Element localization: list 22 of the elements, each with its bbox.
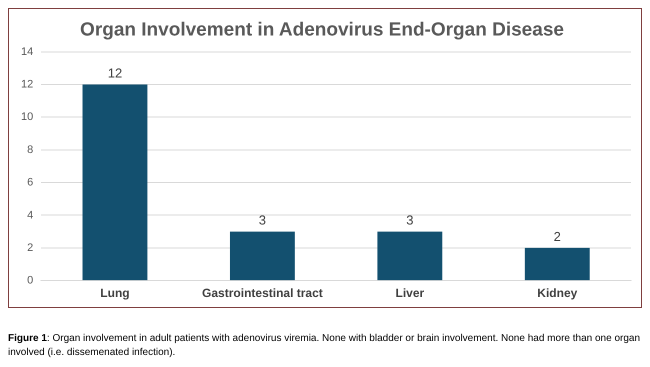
x-tick-label: Kidney xyxy=(537,286,578,300)
data-label: 3 xyxy=(258,212,266,228)
y-tick-label: 2 xyxy=(27,242,34,254)
data-label: 3 xyxy=(406,212,414,228)
data-label: 12 xyxy=(108,66,122,81)
x-tick-label: Lung xyxy=(100,286,130,300)
y-tick-label: 4 xyxy=(27,209,34,222)
x-tick-label: Liver xyxy=(395,286,425,300)
data-label: 2 xyxy=(554,228,561,244)
y-tick-label: 12 xyxy=(20,78,34,91)
y-tick-label: 8 xyxy=(27,144,34,156)
bar xyxy=(524,248,590,280)
bar xyxy=(377,232,442,280)
y-tick-label: 6 xyxy=(27,176,34,189)
y-tick-label: 10 xyxy=(20,111,34,124)
chart-title: Organ Involvement in Adenovirus End-Organ Disease xyxy=(80,20,564,41)
caption: Figure 1: Organ involvement in adult patients with adenovirus viremia. None with bladder or brain involvement. None had more than one organ involved (i.e. dissemenated infection). xyxy=(8,333,640,358)
bar xyxy=(82,84,148,280)
x-tick-label: Gastrointestinal tract xyxy=(202,286,323,300)
y-tick-label: 14 xyxy=(20,46,34,58)
bar xyxy=(230,232,295,280)
y-tick-label: 0 xyxy=(27,274,34,287)
